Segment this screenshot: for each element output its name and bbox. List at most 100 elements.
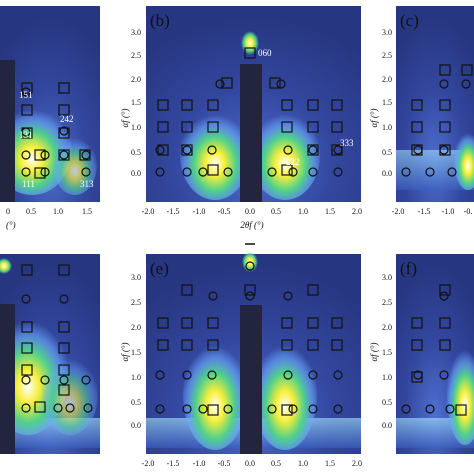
panel-b-y-label: αf (°) bbox=[120, 108, 130, 127]
panel-d bbox=[0, 254, 100, 454]
svg-text:1.5: 1.5 bbox=[325, 459, 335, 468]
svg-text:3.0: 3.0 bbox=[131, 273, 141, 282]
svg-text:3.0: 3.0 bbox=[382, 273, 392, 282]
svg-text:1.0: 1.0 bbox=[53, 207, 63, 216]
panel-a: 151 242 131 111 313 0 0.5 1.0 1.5 (°) bbox=[0, 6, 100, 230]
panel-a-index-313: 313 bbox=[80, 179, 94, 189]
panel-b-index-333: 333 bbox=[340, 138, 354, 148]
svg-text:1.0: 1.0 bbox=[131, 123, 141, 132]
panel-f-y-label: αf (°) bbox=[369, 342, 379, 361]
svg-text:1.0: 1.0 bbox=[298, 207, 308, 216]
svg-text:-1.5: -1.5 bbox=[167, 459, 180, 468]
panel-d-markers bbox=[21, 264, 93, 413]
svg-text:1.0: 1.0 bbox=[382, 123, 392, 132]
svg-text:2.0: 2.0 bbox=[131, 323, 141, 332]
svg-text:0.5: 0.5 bbox=[131, 398, 141, 407]
svg-text:0.0: 0.0 bbox=[131, 169, 141, 178]
panel-f-scatter-lobe bbox=[447, 345, 474, 445]
panel-c-x-ticks: -2.0 -1.5 -1.0 -0. bbox=[392, 207, 473, 216]
svg-text:0.0: 0.0 bbox=[131, 421, 141, 430]
svg-text:1.0: 1.0 bbox=[131, 373, 141, 382]
panel-b-index-222: 222 bbox=[286, 157, 300, 167]
svg-text:0.5: 0.5 bbox=[271, 459, 281, 468]
panel-e: (e) 0.0 0.5 1.0 1.5 2.0 2.5 3.0 αf (°) -… bbox=[120, 243, 362, 468]
panel-c-scatter-lobe bbox=[454, 130, 474, 190]
svg-text:-0.5: -0.5 bbox=[218, 207, 231, 216]
panel-b-y-ticks: 0.0 0.5 1.0 1.5 2.0 2.5 3.0 bbox=[131, 28, 141, 178]
svg-text:0: 0 bbox=[6, 207, 10, 216]
panel-b-scatter-lobe bbox=[250, 110, 320, 200]
svg-text:0.5: 0.5 bbox=[382, 398, 392, 407]
svg-text:0.5: 0.5 bbox=[382, 148, 392, 157]
panel-b-label: (b) bbox=[150, 11, 170, 30]
panel-d-spot bbox=[0, 258, 12, 274]
panel-c-y-ticks: 0.0 0.5 1.0 1.5 2.0 2.5 3.0 bbox=[382, 28, 392, 178]
svg-text:2.5: 2.5 bbox=[131, 51, 141, 60]
svg-text:1.0: 1.0 bbox=[382, 373, 392, 382]
panel-d-beamstop bbox=[0, 304, 15, 454]
svg-text:2.0: 2.0 bbox=[382, 75, 392, 84]
svg-text:2.0: 2.0 bbox=[352, 459, 362, 468]
panel-a-x-ticks: 0 0.5 1.0 1.5 bbox=[6, 207, 92, 216]
svg-text:-1.0: -1.0 bbox=[442, 207, 455, 216]
panel-e-y-label: αf (°) bbox=[120, 342, 130, 361]
panel-c-y-label: αf (°) bbox=[369, 108, 379, 127]
panel-e-markers bbox=[155, 261, 343, 416]
svg-text:2.0: 2.0 bbox=[382, 323, 392, 332]
panel-b-beamstop bbox=[240, 64, 262, 202]
svg-text:1.5: 1.5 bbox=[382, 98, 392, 107]
svg-text:-2.0: -2.0 bbox=[392, 207, 405, 216]
svg-text:2.5: 2.5 bbox=[131, 298, 141, 307]
panel-b-index-060: 060 bbox=[258, 48, 272, 58]
svg-text:2.0: 2.0 bbox=[352, 207, 362, 216]
panel-f-label: (f) bbox=[400, 259, 417, 278]
svg-text:-1.0: -1.0 bbox=[193, 207, 206, 216]
panel-c: (c) 0.0 0.5 1.0 1.5 2.0 2.5 3.0 αf (°) -… bbox=[369, 6, 474, 216]
svg-text:2.5: 2.5 bbox=[382, 298, 392, 307]
panel-b-x-ticks: -2.0 -1.5 -1.0 -0.5 0.0 0.5 1.0 1.5 2.0 bbox=[142, 207, 362, 216]
panel-e-beamstop bbox=[240, 305, 262, 454]
svg-text:-1.0: -1.0 bbox=[193, 459, 206, 468]
panel-a-beamstop bbox=[0, 60, 15, 202]
panel-b-spot-060 bbox=[241, 31, 259, 55]
panel-a-index-242: 242 bbox=[60, 114, 74, 124]
panel-f-y-ticks: 0.0 0.5 1.0 1.5 2.0 2.5 3.0 bbox=[382, 273, 392, 430]
svg-text:1.5: 1.5 bbox=[325, 207, 335, 216]
svg-text:0.0: 0.0 bbox=[245, 207, 255, 216]
svg-text:-0.5: -0.5 bbox=[218, 459, 231, 468]
panel-c-markers bbox=[401, 64, 473, 177]
panel-b-x-label: 2θf (°) bbox=[240, 220, 263, 230]
svg-text:3.0: 3.0 bbox=[131, 28, 141, 37]
panel-e-label: (e) bbox=[150, 259, 169, 278]
svg-text:0.5: 0.5 bbox=[271, 207, 281, 216]
panel-a-markers bbox=[21, 82, 91, 179]
panel-a-x-unit: (°) bbox=[6, 220, 16, 230]
panel-f: (f) 0.0 0.5 1.0 1.5 2.0 2.5 3.0 αf (°) bbox=[369, 254, 474, 454]
svg-text:-0.: -0. bbox=[464, 207, 473, 216]
panel-b-markers bbox=[155, 47, 343, 177]
panel-d-scatter-lobe bbox=[42, 355, 98, 435]
panel-a-index-131: 131 bbox=[19, 130, 33, 140]
svg-text:1.5: 1.5 bbox=[382, 348, 392, 357]
svg-text:-1.5: -1.5 bbox=[167, 207, 180, 216]
svg-text:0.0: 0.0 bbox=[382, 421, 392, 430]
panel-c-label: (c) bbox=[400, 11, 419, 30]
svg-text:3.0: 3.0 bbox=[382, 28, 392, 37]
panel-b-scatter-lobe bbox=[180, 110, 250, 200]
svg-text:2.5: 2.5 bbox=[382, 51, 392, 60]
panel-f-markers bbox=[401, 284, 467, 416]
svg-text:0.5: 0.5 bbox=[26, 207, 36, 216]
panel-e-scatter-lobe bbox=[253, 340, 317, 450]
svg-text:1.5: 1.5 bbox=[131, 348, 141, 357]
svg-text:-2.0: -2.0 bbox=[142, 207, 155, 216]
svg-text:1.5: 1.5 bbox=[131, 98, 141, 107]
svg-text:0.0: 0.0 bbox=[382, 169, 392, 178]
panel-a-index-151: 151 bbox=[19, 90, 33, 100]
svg-text:0.0: 0.0 bbox=[245, 459, 255, 468]
svg-text:-1.5: -1.5 bbox=[418, 207, 431, 216]
svg-text:2.0: 2.0 bbox=[131, 75, 141, 84]
svg-text:0.5: 0.5 bbox=[131, 148, 141, 157]
panel-e-scatter-lobe bbox=[183, 340, 247, 450]
panel-e-x-ticks: -2.0 -1.5 -1.0 -0.5 0.0 0.5 1.0 1.5 2.0 bbox=[142, 459, 362, 468]
